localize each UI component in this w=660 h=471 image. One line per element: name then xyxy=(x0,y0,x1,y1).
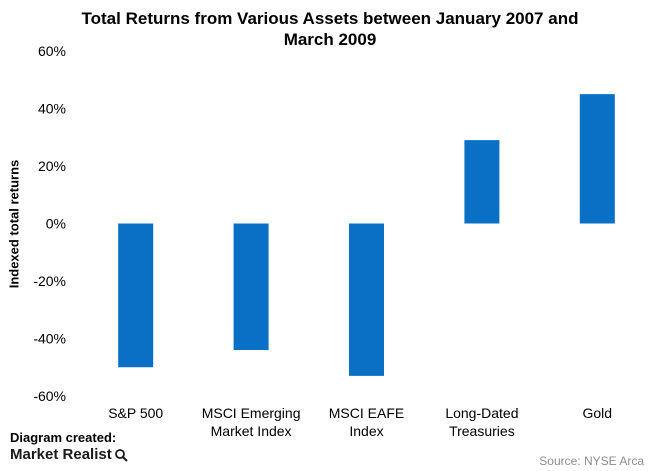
y-tick-label: -20% xyxy=(33,273,66,289)
x-tick-label: S&P 500 xyxy=(108,405,163,421)
bar xyxy=(118,223,154,368)
chart-title: Total Returns from Various Assets betwee… xyxy=(0,8,660,50)
x-tick-label: MSCI Emerging Market Index xyxy=(202,405,301,439)
y-tick-label: 60% xyxy=(38,43,66,59)
y-tick-label: 0% xyxy=(46,216,66,232)
bar xyxy=(349,223,384,376)
x-tick-label: Long-Dated Treasuries xyxy=(445,405,518,439)
brand-logo: Market Realist xyxy=(10,446,128,463)
y-tick-label: -40% xyxy=(33,331,66,347)
x-tick-label: MSCI EAFE Index xyxy=(329,405,404,439)
y-tick-label: -60% xyxy=(33,388,66,404)
source-note: Source: NYSE Arca xyxy=(539,454,644,468)
diagram-credit: Diagram created: xyxy=(10,430,117,445)
magnifier-icon xyxy=(114,448,128,462)
bar xyxy=(464,140,500,224)
chart-title-line-2: March 2009 xyxy=(283,30,377,49)
bar xyxy=(233,223,269,350)
y-tick-label: 20% xyxy=(38,158,66,174)
brand-name: Market Realist xyxy=(10,446,112,463)
y-tick-label: 40% xyxy=(38,101,66,117)
chart-title-line-1: Total Returns from Various Assets betwee… xyxy=(81,9,579,28)
bar xyxy=(579,94,615,224)
x-tick-label: Gold xyxy=(583,405,613,421)
